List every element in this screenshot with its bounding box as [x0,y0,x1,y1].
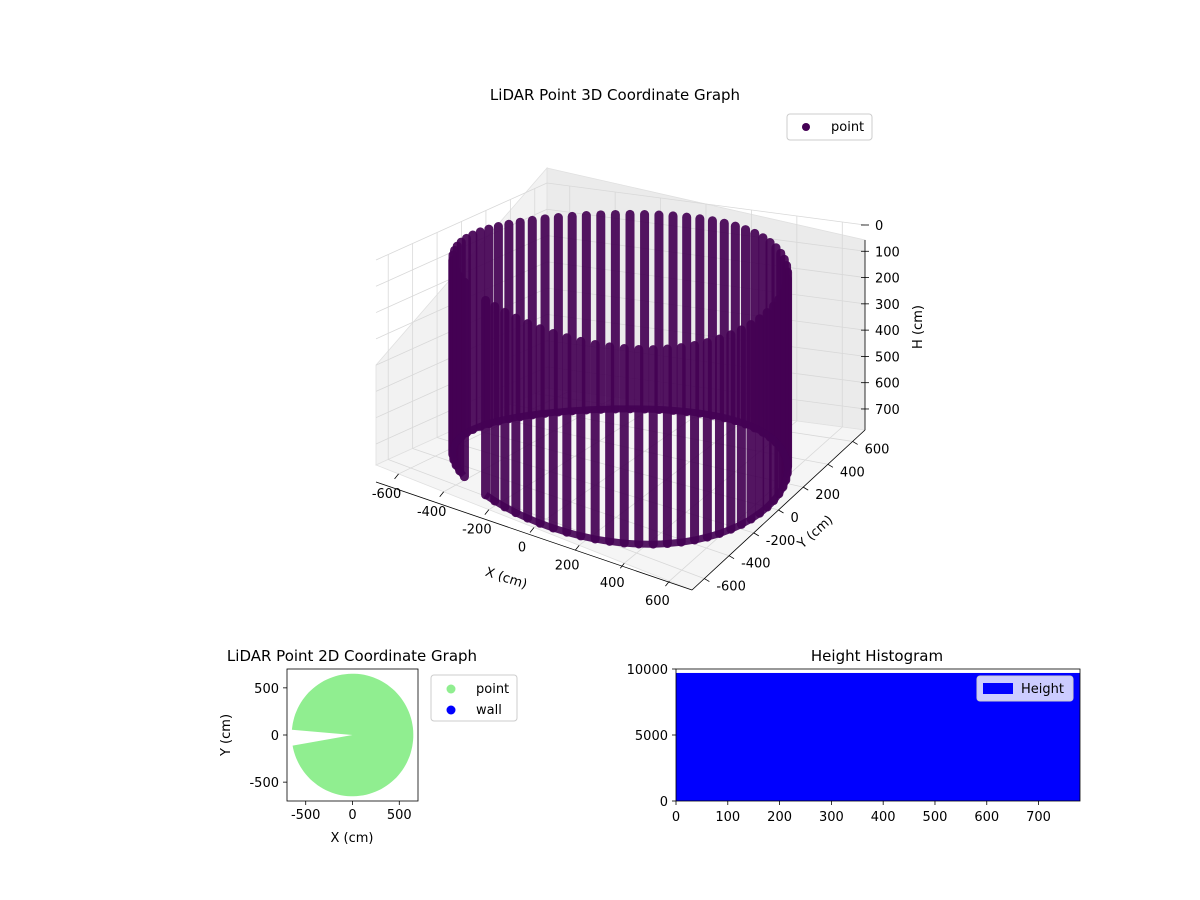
histogram-legend-label: Height [1021,682,1064,697]
legend-2d-label-wall: wall [476,703,502,718]
point-cloud-2d [291,673,414,797]
z3d-tick-label-6: 600 [875,377,900,392]
x3d-tick-mark-3 [529,527,535,533]
chart-3d-zlabel: H (cm) [911,305,926,349]
histogram-title: Height Histogram [811,647,943,665]
y3d-tick-label-5: 400 [840,465,865,480]
chart-2d-title: LiDAR Point 2D Coordinate Graph [227,647,477,665]
z3d-tick-label-3: 300 [875,298,900,313]
x3d-tick-mark-1 [439,491,445,498]
x3d-tick-mark-5 [619,562,625,569]
x3d-tick-label-5: 400 [600,576,625,591]
histogram-legend-box [976,675,1074,702]
x2d-tick-label-0: -500 [291,808,321,823]
y3d-tick-mark-0 [704,578,710,582]
point-floor-ring [449,405,792,548]
y2d-tick-label-1: 0 [271,729,279,744]
x3d-tick-label-4: 200 [555,558,580,573]
hist-x-tick-label-2: 200 [767,810,792,825]
y3d-tick-label-6: 600 [865,442,890,457]
legend-3d-box [786,113,873,141]
chart-3d: LiDAR Point 3D Coordinate Graph -600 -400… [372,86,926,609]
y3d-tick-mark-1 [728,555,735,560]
ticks-3d: -600-400-2000200400600-600-400-200020040… [372,219,900,609]
y3d-tick-label-2: -200 [766,534,796,549]
chart-2d-xlabel: X (cm) [331,831,374,846]
y3d-tick-label-0: -600 [716,580,746,595]
y3d-tick-mark-4 [803,486,809,491]
legend-2d-label-point: point [476,682,509,697]
histogram-legend-swatch [983,683,1013,694]
hist-x-tick-label-6: 600 [974,810,999,825]
points-2d [291,673,414,797]
z3d-tick-label-2: 200 [875,272,900,287]
z3d-tick-label-0: 0 [875,219,883,234]
y3d-tick-label-1: -400 [741,557,771,572]
y3d-tick-mark-5 [827,463,834,468]
legend-2d-marker-wall [446,705,456,715]
y3d-tick-mark-6 [852,441,858,445]
grid-z-0 [375,182,866,261]
hist-x-tick-label-1: 100 [715,810,740,825]
hist-x-tick-label-5: 500 [923,810,948,825]
z3d-tick-label-4: 400 [875,324,900,339]
hist-y-tick-label-1: 5000 [635,729,668,744]
z3d-tick-label-5: 500 [875,350,900,365]
hist-x-tick-label-0: 0 [672,810,680,825]
chart-3d-legend: point [786,113,873,141]
x3d-tick-label-6: 600 [645,594,670,609]
x3d-tick-mark-4 [574,545,580,551]
histogram-legend: Height [976,675,1074,702]
chart-histogram: Height Histogram 0 100 200 300 400 500 600 7000… [627,647,1081,825]
histogram-ticks: 0 100 200 300 400 500 600 700 0 5000 10000 [627,663,1051,825]
hist-y-tick-label-2: 10000 [627,663,668,678]
hist-x-tick-label-4: 400 [871,810,896,825]
hist-x-tick-label-7: 700 [1026,810,1051,825]
hist-x-tick-label-3: 300 [819,810,844,825]
x3d-tick-label-1: -400 [417,505,447,520]
x3d-tick-label-3: 0 [518,541,526,556]
x3d-tick-mark-2 [484,509,490,515]
hist-y-tick-label-0: 0 [660,795,668,810]
chart-2d-ylabel: Y (cm) [219,714,234,757]
chart-3d-title: LiDAR Point 3D Coordinate Graph [490,86,740,104]
legend-2d-marker-point [446,684,456,694]
x3d-tick-label-0: -600 [372,487,402,502]
chart-2d-legend: point wall [430,674,518,722]
chart-3d-ylabel: Y (cm) [794,513,836,553]
z3d-tick-label-7: 700 [875,403,900,418]
x2d-tick-label-2: 500 [387,808,412,823]
points-3d [448,209,793,549]
y2d-tick-label-0: -500 [249,776,279,791]
x-axis-line [375,481,693,591]
y3d-tick-mark-3 [778,509,784,514]
legend-3d-label: point [831,120,864,135]
grid-floor-y-0 [388,459,705,579]
x3d-tick-mark-6 [665,580,670,587]
y2d-tick-label-2: 500 [254,682,279,697]
y3d-tick-label-4: 200 [815,488,840,503]
y3d-tick-label-3: 0 [791,511,799,526]
legend-3d-marker [802,123,810,131]
y3d-tick-mark-2 [753,532,759,537]
x3d-tick-mark-0 [394,473,399,480]
x3d-tick-label-2: -200 [462,523,492,538]
chart-2d: LiDAR Point 2D Coordinate Graph -500 0 500… [219,647,518,846]
z3d-tick-label-1: 100 [875,245,900,260]
chart-3d-xlabel: X (cm) [483,565,529,593]
ticks-2d: -500 0 500 -500 0 500 [249,682,411,823]
x2d-tick-label-1: 0 [348,808,356,823]
